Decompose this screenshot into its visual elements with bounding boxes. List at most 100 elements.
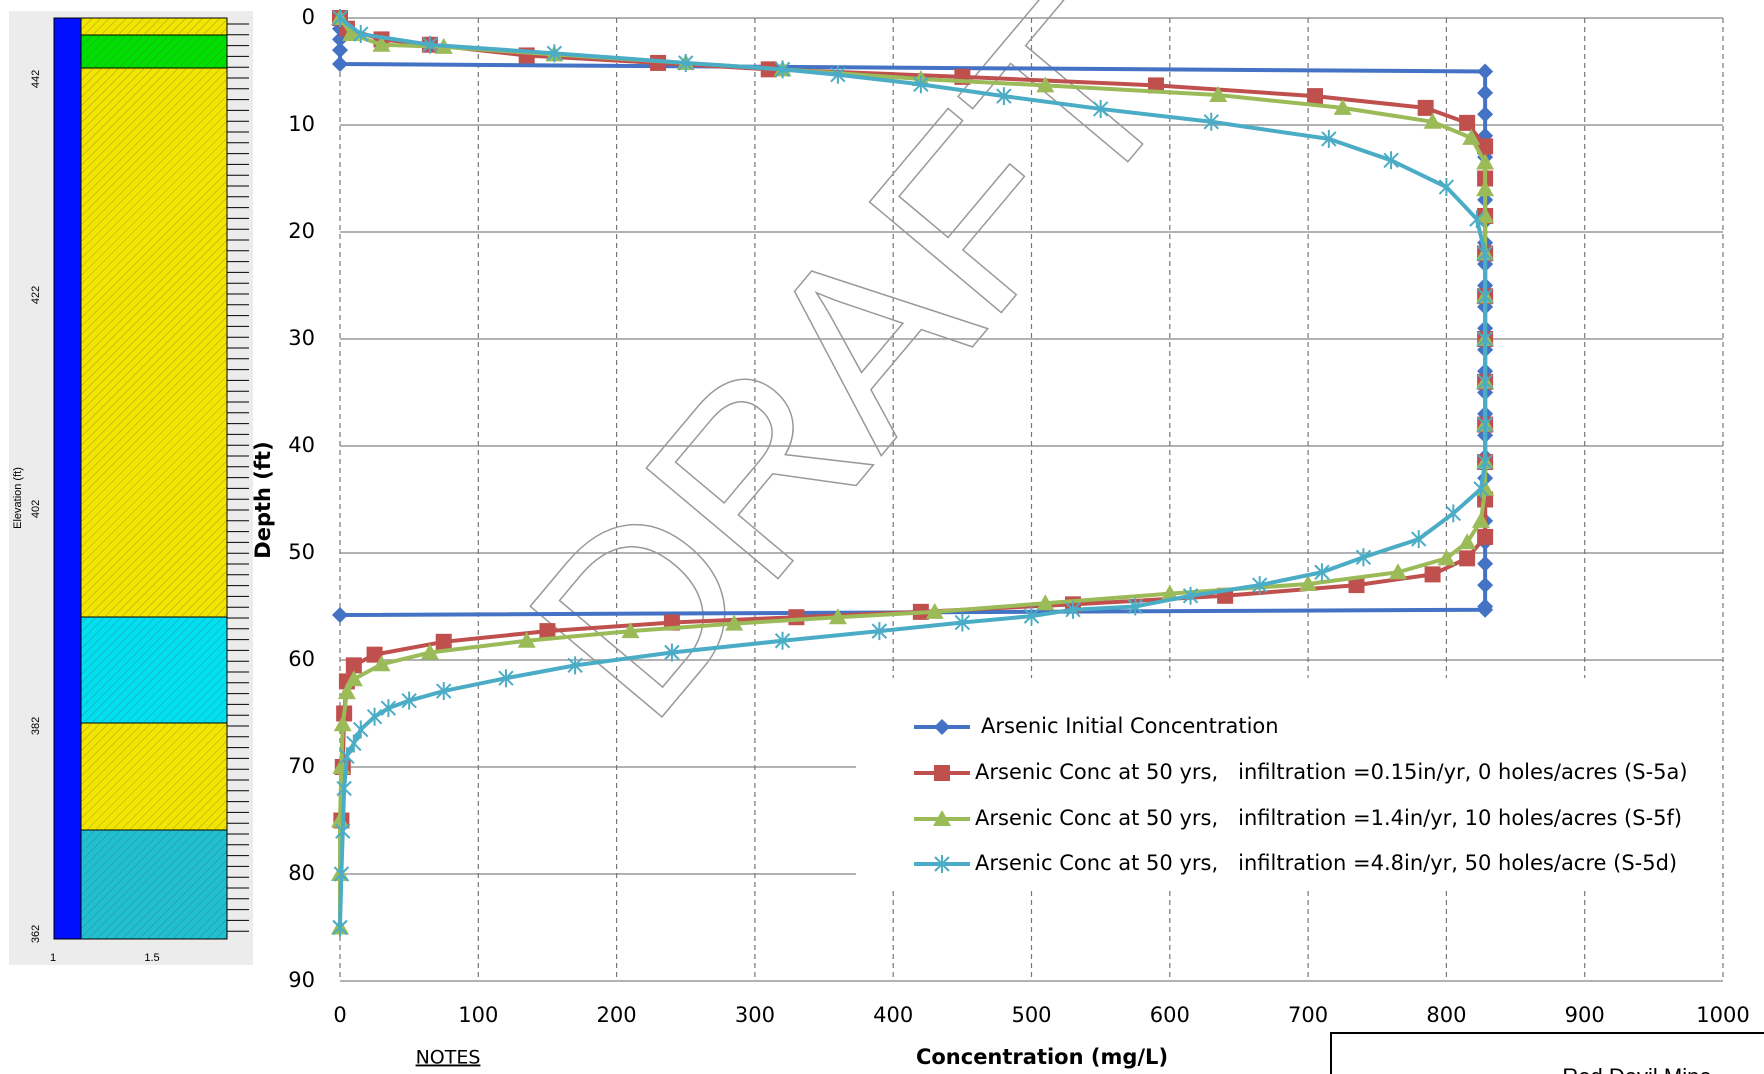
y-tick-label: 40 — [288, 433, 315, 457]
marker — [1462, 128, 1481, 145]
marker — [1182, 586, 1199, 605]
marker — [372, 655, 391, 672]
x-tick-label: 500 — [1011, 1003, 1051, 1027]
marker — [1458, 533, 1477, 550]
marker — [1477, 63, 1494, 80]
marker — [1476, 180, 1495, 197]
marker — [1477, 84, 1494, 101]
x-tick-label: 1000 — [1696, 1003, 1749, 1027]
marker — [1477, 372, 1493, 391]
marker — [1036, 76, 1055, 93]
marker — [336, 779, 352, 798]
marker — [1476, 206, 1495, 223]
column-tick-label: 402 — [30, 500, 42, 518]
marker — [913, 75, 929, 94]
marker — [830, 65, 846, 84]
column-tick-label: 362 — [30, 925, 42, 943]
marker — [420, 643, 439, 660]
x-axis-label: Concentration (mg/L) — [916, 1045, 1168, 1069]
marker — [1469, 210, 1485, 229]
column-x-tick-label: 1 — [50, 952, 56, 964]
marker — [1477, 330, 1493, 348]
y-tick-label: 20 — [288, 219, 315, 243]
x-tick-label: 900 — [1565, 1003, 1605, 1027]
column-ticks: 442 422 402 382 362 1 1.5 — [30, 23, 249, 964]
marker — [1477, 528, 1494, 545]
marker — [828, 608, 847, 625]
y-tick-label: 0 — [302, 5, 315, 29]
marker — [1307, 88, 1324, 105]
marker — [342, 25, 361, 42]
marker — [1065, 600, 1081, 619]
marker — [366, 646, 383, 663]
marker — [1355, 548, 1372, 567]
marker — [933, 810, 951, 826]
marker — [1209, 86, 1228, 103]
y-axis-label: Depth (ft) — [251, 441, 275, 558]
marker — [678, 53, 694, 72]
marker — [333, 865, 350, 883]
column-tick-label: 382 — [30, 717, 42, 735]
marker — [1445, 504, 1462, 523]
series-line — [338, 16, 1488, 928]
column-bar — [53, 17, 82, 940]
marker — [1321, 129, 1337, 148]
marker — [1477, 244, 1493, 263]
marker — [871, 622, 888, 641]
marker — [366, 707, 383, 726]
marker — [1423, 112, 1442, 129]
marker — [436, 682, 452, 701]
marker — [332, 607, 348, 624]
marker — [996, 87, 1012, 106]
marker — [332, 42, 348, 59]
marker — [1424, 566, 1441, 583]
title-block — [1330, 1032, 1764, 1074]
marker — [332, 9, 348, 27]
marker — [934, 765, 950, 781]
marker — [344, 670, 363, 687]
marker — [1417, 99, 1434, 116]
x-tick-label: 700 — [1288, 1003, 1328, 1027]
marker — [1160, 584, 1179, 601]
marker — [1127, 597, 1143, 616]
marker — [498, 669, 514, 688]
marker — [1438, 178, 1455, 197]
marker — [517, 631, 536, 648]
marker — [1348, 577, 1365, 594]
marker — [621, 622, 640, 639]
marker — [345, 657, 362, 674]
legend-box — [856, 678, 1722, 888]
hatching — [80, 17, 228, 940]
marker — [1023, 607, 1040, 626]
marker — [934, 719, 950, 735]
marker — [333, 715, 352, 732]
y-tick-label: 50 — [288, 540, 315, 564]
column-x-tick-label: 1.5 — [144, 952, 159, 964]
y-tick-label: 10 — [288, 112, 315, 136]
marker — [1476, 153, 1495, 170]
marker — [339, 747, 355, 766]
marker — [1388, 563, 1407, 580]
marker — [1477, 453, 1493, 472]
x-tick-label: 800 — [1426, 1003, 1466, 1027]
y-tick-label: 60 — [288, 647, 315, 671]
legend-label: Arsenic Conc at 50 yrs, infiltration =0.… — [975, 760, 1688, 784]
legend-label: Arsenic Conc at 50 yrs, infiltration =1.… — [975, 806, 1682, 830]
marker — [1383, 151, 1399, 170]
marker — [1036, 594, 1055, 611]
column-tick-label: 422 — [30, 286, 42, 304]
marker — [774, 631, 791, 650]
title-block-text: Red Devil Mine — [1562, 1064, 1711, 1074]
marker — [435, 633, 452, 650]
marker — [353, 25, 369, 44]
y-tick-label: 90 — [288, 968, 315, 992]
x-tick-label: 300 — [735, 1003, 775, 1027]
column-axis-label: Elevation (ft) — [12, 467, 24, 529]
marker — [1477, 106, 1494, 123]
marker — [1473, 479, 1489, 498]
marker — [1477, 601, 1494, 618]
marker — [954, 613, 971, 632]
marker — [725, 614, 744, 631]
